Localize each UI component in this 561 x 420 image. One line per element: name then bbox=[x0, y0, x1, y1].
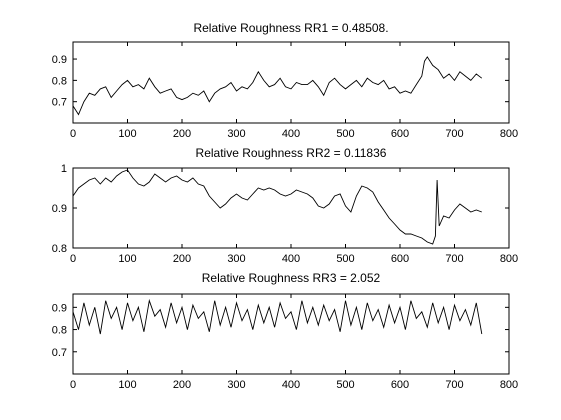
subplot-3-ytick-label: 0.8 bbox=[52, 325, 67, 337]
subplot-2-xtick-label: 200 bbox=[173, 253, 191, 265]
subplot-1-xtick-label: 200 bbox=[173, 128, 191, 140]
subplot-1-xtick-label: 300 bbox=[227, 128, 245, 140]
subplot-2-xtick-label: 400 bbox=[282, 253, 300, 265]
subplot-1-xtick-label: 400 bbox=[282, 128, 300, 140]
subplot-3-series-line-1 bbox=[72, 298, 483, 335]
subplot-2-xtick-label: 700 bbox=[445, 253, 463, 265]
subplot-1-xtick-label: 800 bbox=[500, 128, 518, 140]
subplot-1-xtick-label: 500 bbox=[336, 128, 354, 140]
subplot-2-plot: 0 100 200 300 400 500 600 700 800 0.8 0.9 1 bbox=[52, 163, 518, 265]
subplot-1: Relative Roughness RR1 = 0.48508. 0 100 20… bbox=[52, 21, 518, 140]
subplot-3: Relative Roughness RR3 = 2.052 0 100 200 30… bbox=[52, 271, 518, 391]
subplot-1-plot: 0 100 200 300 400 500 600 700 800 0.7 0.8 0.9 bbox=[52, 42, 518, 140]
subplot-2-xtick-label: 100 bbox=[118, 253, 136, 265]
subplot-1-xtick-label: 0 bbox=[70, 128, 76, 140]
subplot-3-ytick-label: 0.7 bbox=[52, 347, 67, 359]
subplot-1-axes-frame bbox=[72, 41, 510, 124]
subplot-3-xtick-label: 0 bbox=[70, 379, 76, 391]
subplot-1-xtick-label: 100 bbox=[118, 128, 136, 140]
subplot-2-xtick-label: 300 bbox=[227, 253, 245, 265]
subplot-3-xtick-label: 700 bbox=[445, 379, 463, 391]
subplot-3-xtick-label: 100 bbox=[118, 379, 136, 391]
subplot-1-ytick-label: 0.7 bbox=[52, 97, 67, 109]
subplot-2-xtick-label: 600 bbox=[391, 253, 409, 265]
subplot-2-axes-frame bbox=[72, 167, 510, 249]
subplot-1-xtick-label: 700 bbox=[445, 128, 463, 140]
subplot-1-series-line-1 bbox=[72, 56, 483, 116]
subplot-2-ytick-label: 0.9 bbox=[52, 203, 67, 215]
subplot-2-xtick-label: 500 bbox=[336, 253, 354, 265]
subplot-2-xtick-label: 0 bbox=[70, 253, 76, 265]
subplot-1-title: Relative Roughness RR1 = 0.48508. bbox=[193, 21, 388, 35]
subplot-2-xtick-label: 800 bbox=[500, 253, 518, 265]
subplot-2-ytick-label: 1 bbox=[61, 163, 67, 175]
subplot-3-axes-frame bbox=[72, 293, 510, 375]
subplot-3-xtick-label: 400 bbox=[282, 379, 300, 391]
subplot-2-ytick-label: 0.8 bbox=[52, 243, 67, 255]
subplot-3-xtick-label: 500 bbox=[336, 379, 354, 391]
subplot-3-xtick-label: 600 bbox=[391, 379, 409, 391]
subplot-3-xtick-label: 800 bbox=[500, 379, 518, 391]
subplot-2-title: Relative Roughness RR2 = 0.11836 bbox=[196, 146, 387, 160]
subplot-2-series-line-1 bbox=[72, 169, 482, 245]
subplot-3-xtick-label: 200 bbox=[173, 379, 191, 391]
subplot-2: Relative Roughness RR2 = 0.11836 0 100 200… bbox=[52, 146, 518, 265]
subplot-1-ytick-label: 0.8 bbox=[52, 75, 67, 87]
subplot-1-xtick-label: 600 bbox=[391, 128, 409, 140]
subplot-3-xtick-label: 300 bbox=[227, 379, 245, 391]
subplot-3-title: Relative Roughness RR3 = 2.052 bbox=[202, 271, 381, 285]
subplot-3-ytick-label: 0.9 bbox=[52, 302, 67, 314]
subplot-3-plot: 0 100 200 300 400 500 600 700 800 0.7 0.8 0.9 bbox=[52, 294, 518, 391]
subplot-1-ytick-label: 0.9 bbox=[52, 54, 67, 66]
